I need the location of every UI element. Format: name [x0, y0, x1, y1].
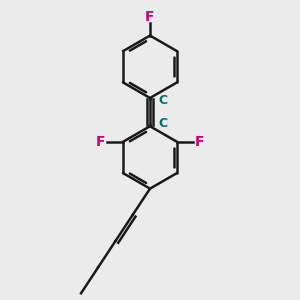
Text: F: F — [95, 135, 105, 149]
Text: F: F — [195, 135, 205, 149]
Text: F: F — [145, 10, 155, 23]
Text: C: C — [158, 118, 167, 130]
Text: C: C — [158, 94, 167, 107]
